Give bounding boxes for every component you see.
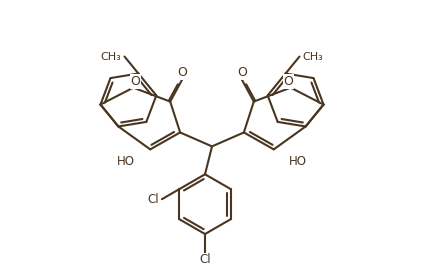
Text: HO: HO — [117, 155, 135, 168]
Text: O: O — [237, 66, 247, 79]
Text: Cl: Cl — [199, 254, 211, 266]
Text: CH₃: CH₃ — [101, 51, 122, 62]
Text: O: O — [284, 75, 293, 88]
Text: CH₃: CH₃ — [302, 51, 323, 62]
Text: Cl: Cl — [147, 193, 159, 206]
Text: O: O — [177, 66, 187, 79]
Text: O: O — [131, 75, 140, 88]
Text: HO: HO — [289, 155, 307, 168]
